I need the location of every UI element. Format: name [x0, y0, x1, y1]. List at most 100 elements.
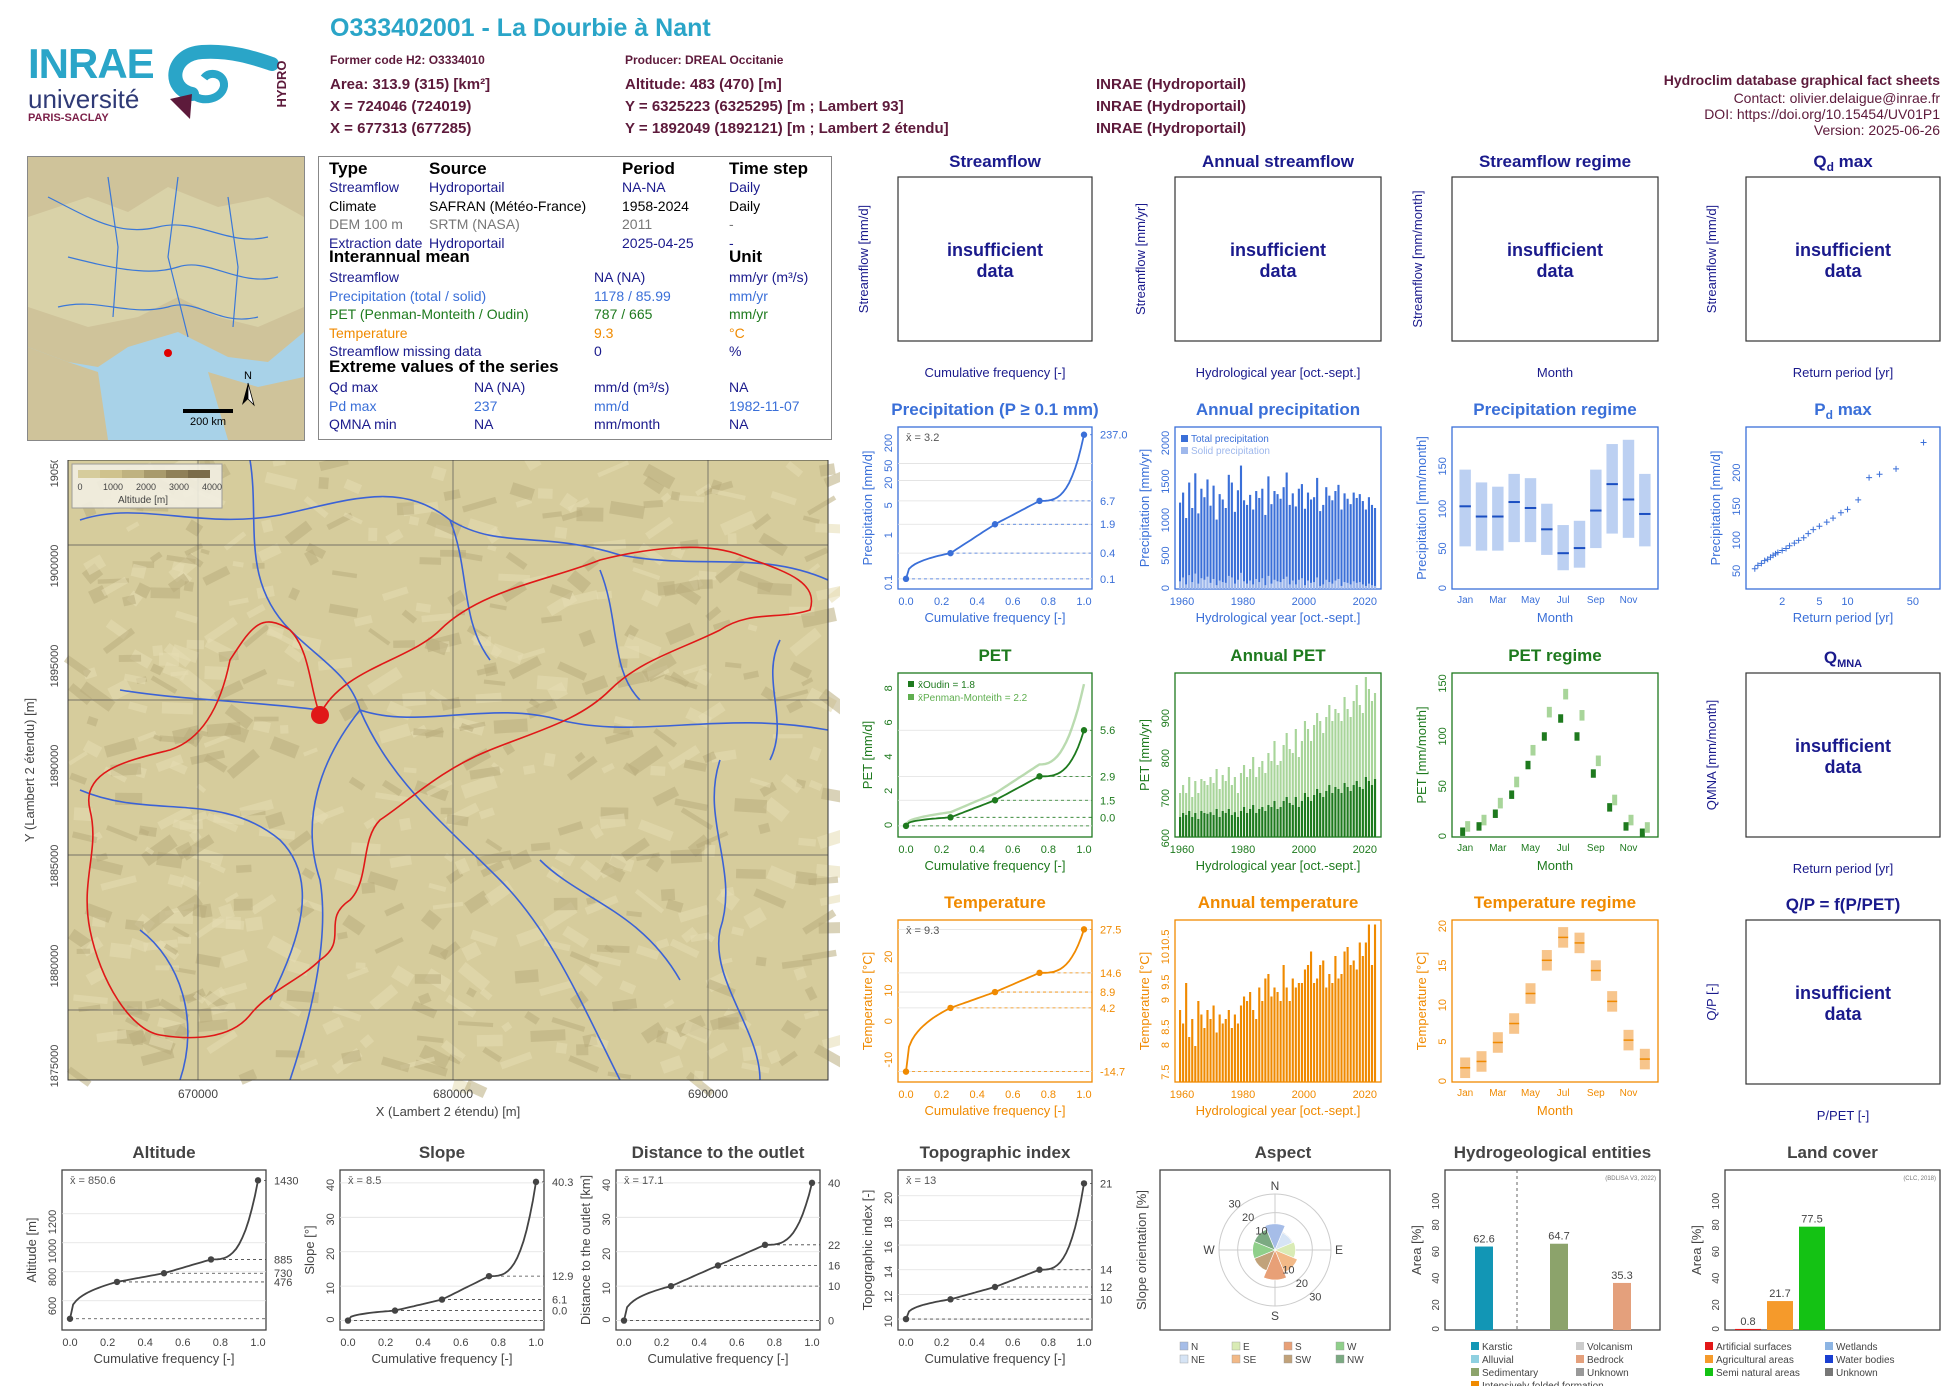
- relief-patch: [687, 834, 712, 858]
- relief-patch: [645, 516, 674, 540]
- relief-patch: [118, 654, 142, 663]
- total-precip-bar: [1206, 479, 1209, 589]
- x-tick-label: Sep: [1587, 843, 1605, 854]
- relief-patch: [568, 1055, 600, 1073]
- solid-precip-bar: [1215, 585, 1218, 589]
- legend-label: Unknown: [1587, 1368, 1629, 1379]
- solid-precip-bar: [1355, 582, 1358, 589]
- relief-patch: [232, 560, 244, 568]
- y-axis-label: Precipitation [mm/d]: [860, 451, 875, 566]
- x-tick-label: 0.2: [934, 844, 949, 856]
- legend-label: E: [1243, 1342, 1250, 1353]
- relief-patch: [137, 730, 157, 742]
- quantile-point: [902, 822, 910, 830]
- x-tick-label: Nov: [1620, 595, 1638, 606]
- relief-patch: [67, 1066, 92, 1087]
- relief-patch: [778, 1050, 798, 1067]
- right-tick-label: 0: [828, 1316, 834, 1328]
- ring-label: 20: [1296, 1278, 1308, 1290]
- y-axis-label: Area [%]: [1689, 1225, 1704, 1275]
- series-line: [905, 434, 1085, 580]
- x-tick-label: 0.8: [1041, 1337, 1056, 1349]
- relief-patch: [530, 842, 551, 852]
- total-precip-bar: [1267, 476, 1270, 589]
- x-tick-label: 0.6: [1005, 1337, 1020, 1349]
- temp-bar: [1258, 987, 1261, 1082]
- relief-patch: [218, 982, 248, 997]
- insufficient-data-text: insufficient: [1230, 240, 1326, 260]
- relief-patch: [566, 570, 592, 594]
- y-tick-label: 700: [1160, 789, 1172, 807]
- relief-patch: [279, 724, 289, 734]
- relief-patch: [336, 931, 348, 940]
- x-tick-label: 0.2: [378, 1337, 393, 1349]
- solid-precip-bar: [1346, 582, 1349, 589]
- solid-precip-bar: [1313, 582, 1316, 589]
- oudin-box: [1476, 822, 1482, 831]
- pm-bar: [1282, 745, 1285, 837]
- solid-precip-bar: [1185, 584, 1188, 589]
- legend-label: Total precipitation: [1191, 434, 1269, 445]
- chart-title: PET: [978, 646, 1012, 665]
- temp-bar: [1236, 1023, 1240, 1082]
- chart-title: Altitude: [132, 1143, 195, 1162]
- quantile-point: [761, 1241, 769, 1249]
- oudin-bar: [1249, 809, 1252, 837]
- bar-label: 62.6: [1473, 1234, 1494, 1246]
- quantile-point: [620, 1317, 628, 1324]
- pm-bar: [1267, 753, 1270, 837]
- pm-bar: [1270, 761, 1273, 837]
- solid-precip-bar: [1337, 578, 1340, 589]
- empty-plot-box: [1174, 176, 1382, 342]
- relief-patch: [539, 980, 573, 997]
- relief-patch: [150, 663, 164, 676]
- pm-bar: [1236, 793, 1240, 837]
- temp-bar: [1218, 1014, 1221, 1082]
- river: [449, 519, 491, 661]
- legend-swatch: [1825, 1342, 1833, 1350]
- right-tick-label: 27.5: [1100, 924, 1121, 936]
- bar-label: 77.5: [1801, 1214, 1822, 1226]
- temp-bar: [1325, 987, 1328, 1082]
- aspect-sector: [1264, 1223, 1286, 1251]
- temp-bar: [1194, 1046, 1197, 1082]
- relief-patch: [318, 460, 349, 472]
- y-axis-label: Area [%]: [1409, 1225, 1424, 1275]
- relief-patch: [657, 581, 676, 596]
- mean-label: x̄ = 8.5: [348, 1175, 381, 1187]
- regime-box: [1557, 525, 1569, 571]
- legend-swatch: [1335, 1341, 1345, 1351]
- relief-patch: [139, 828, 150, 836]
- landcover-bar: [1735, 1328, 1761, 1330]
- temp-bar: [1361, 956, 1364, 1082]
- total-precip-bar: [1182, 492, 1185, 589]
- logo-inrae-text: INRAE: [28, 40, 155, 87]
- temp-bar: [1264, 978, 1267, 1082]
- pdmax-point: [1830, 515, 1837, 522]
- y-tick-label: 100: [1731, 531, 1743, 549]
- pm-bar: [1331, 721, 1334, 837]
- x-axis-label: Hydrological year [oct.-sept.]: [1196, 365, 1361, 380]
- empty-plot-box: [1745, 672, 1941, 838]
- solid-precip-bar: [1233, 583, 1236, 589]
- relief-patch: [554, 848, 576, 867]
- relief-patch: [714, 556, 746, 584]
- legend-swatch: [1283, 1354, 1293, 1364]
- y-tick-label: 200: [1731, 464, 1743, 482]
- total-precip-bar: [1249, 494, 1252, 589]
- quantile-point: [254, 1177, 262, 1184]
- y-tick-label: 600: [1160, 829, 1172, 847]
- relief-patch: [706, 979, 736, 998]
- ring-label: 10: [1255, 1226, 1267, 1238]
- y-axis-label: Slope [°]: [302, 1225, 317, 1274]
- relief-patch: [483, 679, 506, 686]
- y-tick-label: 0: [1437, 585, 1449, 591]
- relief-patch: [102, 627, 136, 655]
- oudin-bar: [1236, 817, 1240, 837]
- plot-frame: [897, 1169, 1093, 1331]
- legend-label: N: [1191, 1342, 1198, 1353]
- chart-title: Temperature: [944, 893, 1046, 912]
- pm-bar: [1297, 757, 1300, 837]
- relief-patch: [257, 543, 282, 562]
- relief-patch: [703, 480, 734, 496]
